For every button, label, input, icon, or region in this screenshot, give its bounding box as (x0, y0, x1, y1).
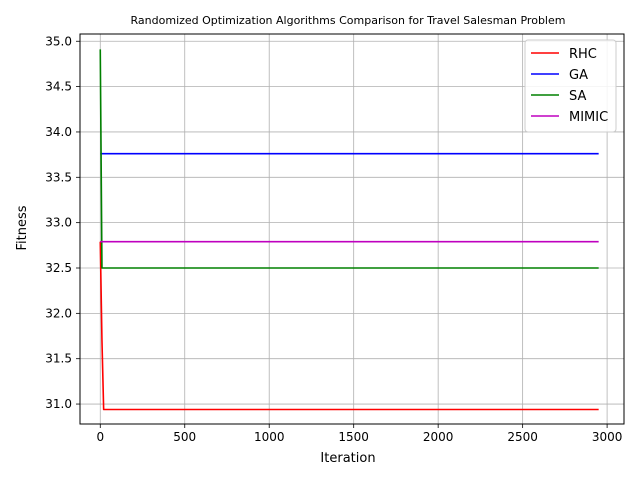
y-tick-label: 31.0 (45, 397, 72, 411)
y-tick-label: 34.5 (45, 80, 72, 94)
x-tick-label: 3000 (592, 430, 623, 444)
legend-label-rhc: RHC (569, 47, 597, 62)
x-tick-label: 1000 (254, 430, 285, 444)
y-tick-label: 32.5 (45, 261, 72, 275)
series-line-sa (99, 49, 599, 269)
series-line-rhc (99, 241, 599, 411)
y-tick-label: 33.0 (45, 216, 72, 230)
axis-ticks: 0 500 1000 1500 2000 2500 3000 31.0 31.5 32.0 32.5… (45, 34, 622, 444)
legend: RHC GA SA MIMIC (524, 39, 617, 133)
legend-label-sa: SA (569, 89, 586, 104)
x-tick-label: 1500 (338, 430, 369, 444)
y-axis-label: Fitness (15, 205, 30, 250)
y-tick-label: 34.0 (45, 125, 72, 139)
legend-box (524, 39, 617, 133)
x-axis-label: Iteration (320, 451, 375, 466)
legend-label-ga: GA (569, 68, 588, 83)
x-tick-label: 2000 (423, 430, 454, 444)
x-tick-label: 2500 (507, 430, 538, 444)
plot-frame (79, 33, 625, 425)
y-tick-label: 33.5 (45, 170, 72, 184)
y-tick-label: 32.0 (45, 306, 72, 320)
y-tick-label: 31.5 (45, 352, 72, 366)
legend-label-mimic: MIMIC (569, 110, 608, 125)
y-tick-label: 35.0 (45, 34, 72, 48)
series-layer (99, 49, 599, 411)
x-tick-label: 500 (173, 430, 196, 444)
chart-title: Randomized Optimization Algorithms Compa… (131, 14, 566, 27)
x-tick-label: 0 (96, 430, 104, 444)
